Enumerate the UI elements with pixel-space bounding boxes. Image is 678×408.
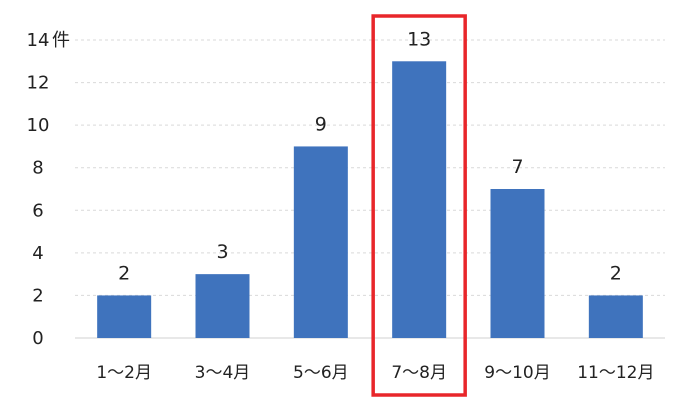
bar <box>97 295 152 338</box>
highlight-layer <box>371 14 467 397</box>
bar <box>588 295 643 338</box>
x-tick-label: 11～12月 <box>577 363 654 383</box>
y-tick-label: 2 <box>32 285 43 306</box>
x-tick-label: 1～2月 <box>96 363 152 383</box>
y-axis: 0 2 4 6 8 10 12 14 件 <box>27 30 70 349</box>
data-label: 3 <box>216 241 228 263</box>
x-tick-label: 7～8月 <box>391 363 447 383</box>
y-unit-label: 件 <box>52 30 70 51</box>
x-axis: 1～2月 3～4月 5～6月 7～8月 9～10月 11～12月 <box>96 363 654 383</box>
data-label: 2 <box>118 262 130 284</box>
grid-layer <box>75 39 665 339</box>
y-tick-label: 14 <box>27 30 50 51</box>
bar <box>195 274 250 338</box>
data-labels-layer: 2 3 9 13 7 2 <box>118 28 622 284</box>
x-tick-label: 3～4月 <box>195 363 251 383</box>
data-label: 9 <box>315 113 327 135</box>
bars-layer <box>97 61 643 339</box>
y-tick-label: 8 <box>32 158 43 179</box>
highlight-box <box>371 14 467 397</box>
data-label: 13 <box>407 28 431 50</box>
y-tick-label: 6 <box>32 200 43 221</box>
x-tick-label: 9～10月 <box>484 363 550 383</box>
bar <box>490 189 545 338</box>
bar <box>392 61 447 339</box>
y-tick-label: 10 <box>27 115 50 136</box>
y-tick-label: 12 <box>27 73 50 94</box>
data-label: 7 <box>511 156 523 178</box>
data-label: 2 <box>610 262 622 284</box>
x-tick-label: 5～6月 <box>293 363 349 383</box>
y-tick-label: 0 <box>32 328 43 349</box>
bar <box>293 146 348 338</box>
y-tick-label: 4 <box>32 243 43 264</box>
